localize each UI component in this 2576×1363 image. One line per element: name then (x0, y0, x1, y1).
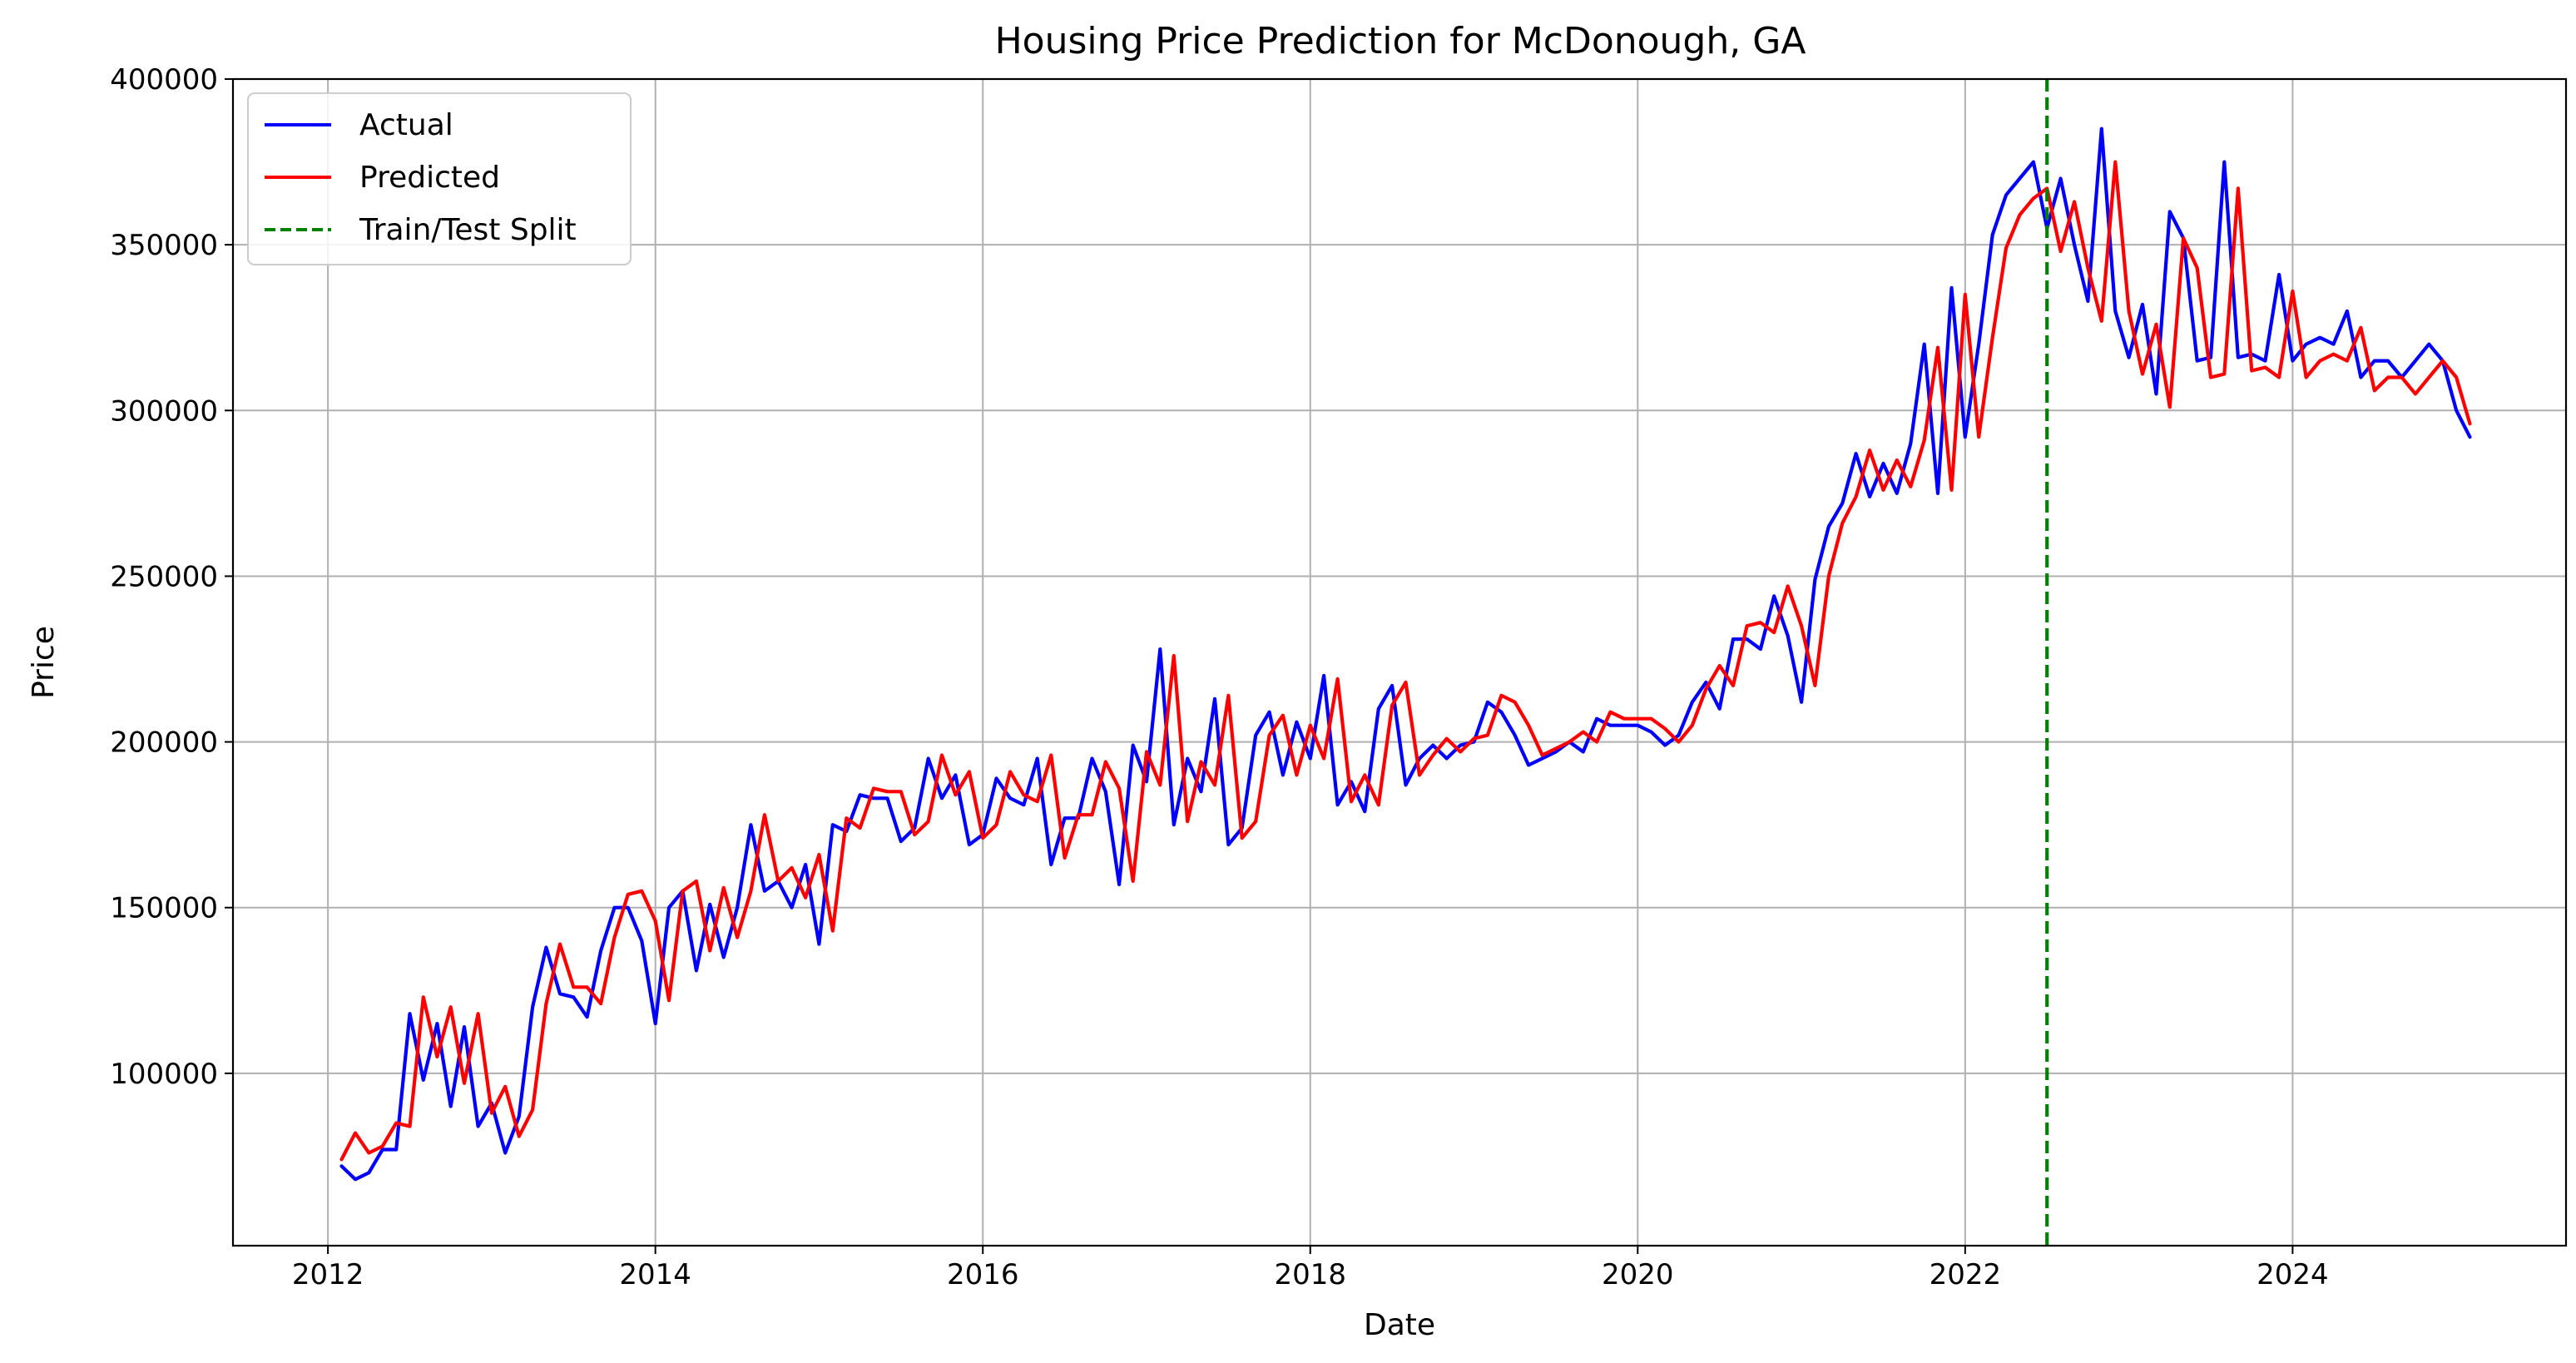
legend-label-predicted: Predicted (359, 161, 500, 195)
x-tick-label: 2014 (619, 1258, 691, 1291)
legend-box (247, 92, 632, 265)
plot-lines (339, 79, 2472, 1246)
y-tick-label: 350000 (110, 229, 218, 262)
series-line-actual (339, 126, 2472, 1182)
x-axis: 2012 2014 2016 2018 2020 2022 2024 (292, 1246, 2329, 1291)
y-tick-label: 200000 (110, 726, 218, 760)
x-axis-title: Date (1364, 1308, 1435, 1342)
y-tick-label: 400000 (110, 63, 218, 97)
x-tick-label: 2016 (947, 1258, 1019, 1291)
legend-label-actual: Actual (359, 108, 453, 142)
y-tick-label: 300000 (110, 394, 218, 428)
x-tick-label: 2022 (1930, 1258, 2002, 1291)
x-tick-label: 2024 (2256, 1258, 2329, 1291)
y-axis: 100000 150000 200000 250000 300000 350000 4000… (110, 63, 233, 1091)
series-line-predicted (339, 160, 2472, 1162)
legend-label-split: Train/Test Split (359, 213, 577, 247)
y-tick-label: 150000 (110, 892, 218, 925)
x-tick-label: 2018 (1274, 1258, 1346, 1291)
y-axis-title: Price (27, 626, 61, 699)
x-tick-label: 2020 (1602, 1258, 1674, 1291)
chart-title: Housing Price Prediction for McDonough, … (995, 20, 1806, 62)
y-tick-label: 100000 (110, 1058, 218, 1091)
plot-frame (231, 77, 2568, 1247)
x-tick-label: 2012 (292, 1258, 364, 1291)
legend: Actual Predicted Train/Test Split (247, 92, 632, 265)
y-tick-label: 250000 (110, 560, 218, 593)
